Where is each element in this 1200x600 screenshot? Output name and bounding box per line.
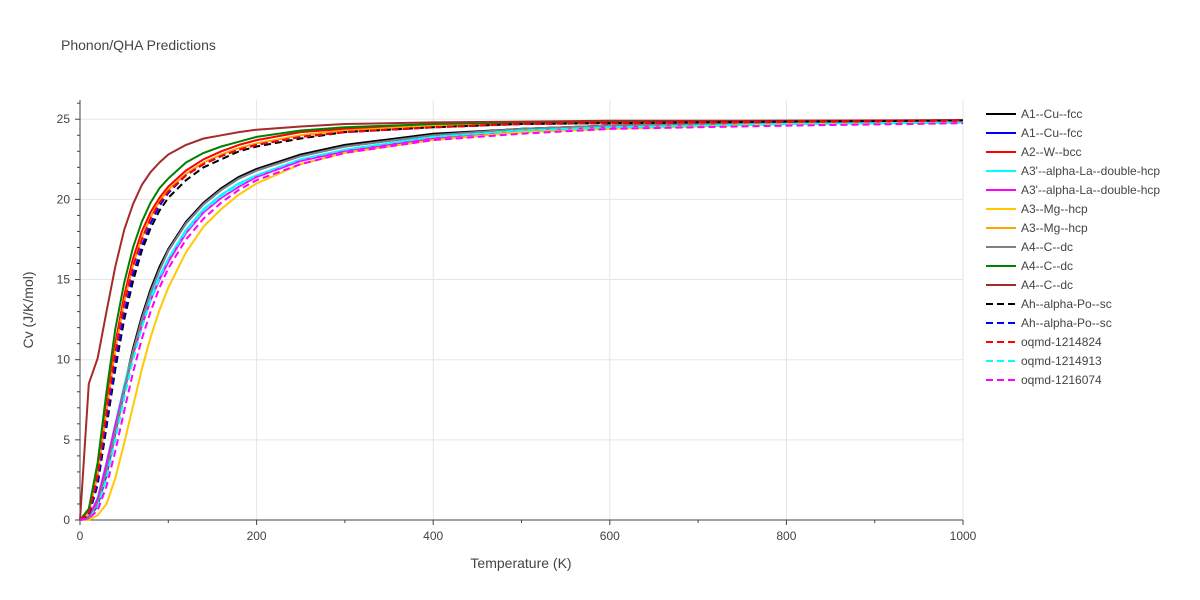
- legend-item-13[interactable]: oqmd-1214824: [986, 335, 1102, 349]
- series-line-8[interactable]: [79, 119, 964, 521]
- legend-item-15[interactable]: oqmd-1216074: [986, 373, 1102, 387]
- series-line-3[interactable]: [79, 119, 964, 521]
- legend-item-10[interactable]: A4--C--dc: [986, 278, 1073, 292]
- y-tick-label: 20: [57, 192, 71, 206]
- legend-item-7[interactable]: A3--Mg--hcp: [986, 221, 1088, 235]
- x-tick-label: 800: [776, 529, 796, 543]
- legend-label: A3--Mg--hcp: [1021, 221, 1088, 235]
- legend-item-11[interactable]: Ah--alpha-Po--sc: [986, 297, 1112, 311]
- legend-item-1[interactable]: A1--Cu--fcc: [986, 107, 1082, 121]
- series-line-2[interactable]: [79, 119, 964, 521]
- legend-item-4[interactable]: A3'--alpha-La--double-hcp: [986, 164, 1160, 178]
- y-tick-label: 5: [63, 433, 70, 447]
- series-line-10[interactable]: [79, 119, 964, 521]
- y-tick-label: 0: [63, 513, 70, 527]
- x-tick-label: 1000: [950, 529, 977, 543]
- y-axis-title: Cv (J/K/mol): [20, 272, 36, 349]
- legend-label: A4--C--dc: [1021, 240, 1073, 254]
- x-tick-label: 400: [423, 529, 443, 543]
- grid: [80, 100, 964, 520]
- y-tick-label: 15: [57, 273, 71, 287]
- series-line-7[interactable]: [79, 119, 964, 521]
- legend-label: A4--C--dc: [1021, 278, 1073, 292]
- legend-label: A1--Cu--fcc: [1021, 126, 1082, 140]
- legend-item-9[interactable]: A4--C--dc: [986, 259, 1073, 273]
- series-line-5[interactable]: [79, 121, 964, 521]
- x-tick-label: 600: [600, 529, 620, 543]
- series-line-4[interactable]: [79, 121, 964, 521]
- series-line-9[interactable]: [79, 119, 963, 521]
- series-line-12[interactable]: [79, 119, 964, 521]
- series-layer: [79, 119, 964, 521]
- legend-label: Ah--alpha-Po--sc: [1021, 297, 1112, 311]
- legend-label: oqmd-1216074: [1021, 373, 1102, 387]
- legend-item-12[interactable]: Ah--alpha-Po--sc: [986, 316, 1112, 330]
- series-line-1[interactable]: [79, 119, 964, 521]
- legend-item-6[interactable]: A3--Mg--hcp: [986, 202, 1088, 216]
- legend-label: A3'--alpha-La--double-hcp: [1021, 164, 1160, 178]
- legend-item-2[interactable]: A1--Cu--fcc: [986, 126, 1082, 140]
- legend-item-3[interactable]: A2--W--bcc: [986, 145, 1081, 159]
- legend-label: oqmd-1214824: [1021, 335, 1102, 349]
- series-line-15[interactable]: [79, 122, 964, 521]
- legend-label: A2--W--bcc: [1021, 145, 1081, 159]
- legend[interactable]: A1--Cu--fcc A1--Cu--fcc A2--W--bcc A3'--alp…: [986, 107, 1160, 387]
- x-axis-title: Temperature (K): [470, 555, 571, 571]
- legend-label: A3--Mg--hcp: [1021, 202, 1088, 216]
- series-line-11[interactable]: [79, 119, 964, 521]
- y-tick-label: 10: [57, 353, 71, 367]
- y-tick-label: 25: [57, 112, 71, 126]
- x-tick-label: 0: [77, 529, 84, 543]
- legend-label: A4--C--dc: [1021, 259, 1073, 273]
- legend-item-8[interactable]: A4--C--dc: [986, 240, 1073, 254]
- axes: 0 200 400 600 800 1000 0 5 10 15 20 25: [57, 100, 977, 543]
- series-line-13[interactable]: [79, 119, 964, 521]
- x-tick-label: 200: [247, 529, 267, 543]
- legend-label: A3'--alpha-La--double-hcp: [1021, 183, 1160, 197]
- legend-item-5[interactable]: A3'--alpha-La--double-hcp: [986, 183, 1160, 197]
- legend-item-14[interactable]: oqmd-1214913: [986, 354, 1102, 368]
- legend-label: Ah--alpha-Po--sc: [1021, 316, 1112, 330]
- chart-title: Phonon/QHA Predictions: [61, 37, 216, 53]
- series-line-6[interactable]: [80, 121, 964, 521]
- legend-label: oqmd-1214913: [1021, 354, 1102, 368]
- series-line-14[interactable]: [79, 121, 964, 521]
- legend-label: A1--Cu--fcc: [1021, 107, 1082, 121]
